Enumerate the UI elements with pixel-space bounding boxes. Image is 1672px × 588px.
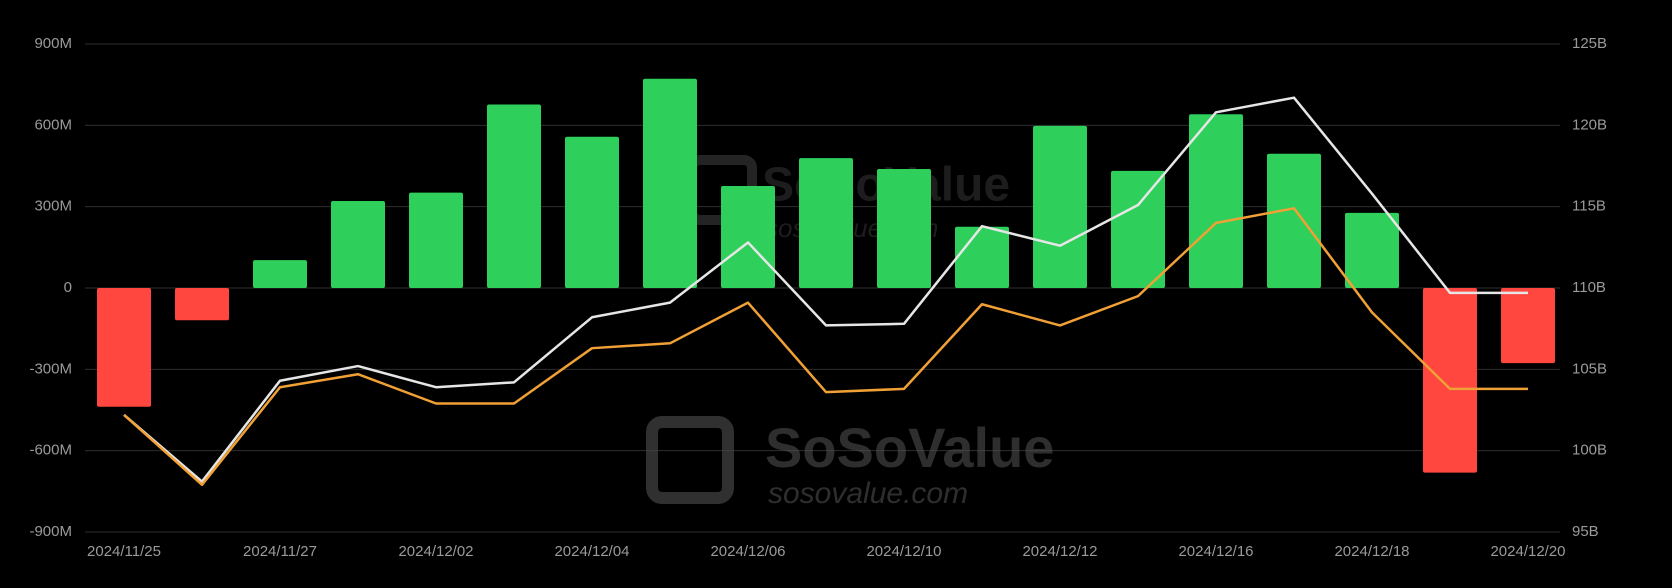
bar xyxy=(1033,125,1087,289)
x-tick-label: 2024/11/25 xyxy=(87,543,161,560)
x-tick-label: 2024/12/20 xyxy=(1490,543,1565,560)
y-tick-label: -900M xyxy=(29,523,72,540)
y2-tick-label: 120B xyxy=(1572,116,1607,133)
bar xyxy=(799,158,853,288)
y-tick-label: 300M xyxy=(34,198,72,215)
y2-tick-label: 125B xyxy=(1572,35,1607,52)
bar xyxy=(1267,153,1321,288)
y-tick-label: -300M xyxy=(29,360,72,377)
y2-tick-label: 100B xyxy=(1572,442,1607,459)
x-tick-label: 2024/12/06 xyxy=(710,543,785,560)
y2-tick-label: 95B xyxy=(1572,523,1599,540)
bar xyxy=(253,260,307,288)
x-tick-label: 2024/12/10 xyxy=(866,543,941,560)
line xyxy=(123,96,1528,483)
y2-tick-label: 105B xyxy=(1572,360,1607,377)
bar xyxy=(97,288,151,407)
x-tick-label: 2024/12/02 xyxy=(398,543,473,560)
watermark-text: SoSoValue xyxy=(765,416,1054,479)
line xyxy=(123,207,1528,487)
bar xyxy=(955,226,1009,288)
bar xyxy=(1189,114,1243,289)
x-tick-label: 2024/12/04 xyxy=(554,543,629,560)
x-tick-label: 2024/12/16 xyxy=(1178,543,1253,560)
bar xyxy=(487,104,541,288)
watermark: SoSoValue sosovalue.com SoSoValue sosova… xyxy=(646,155,1054,510)
bar xyxy=(1501,288,1555,364)
y-tick-label: -600M xyxy=(29,442,72,459)
bar xyxy=(1111,170,1165,288)
watermark-logo xyxy=(646,416,734,504)
bar xyxy=(565,136,619,288)
bar xyxy=(721,186,775,288)
x-tick-label: 2024/12/18 xyxy=(1334,543,1409,560)
bar xyxy=(643,78,697,288)
bar xyxy=(1423,288,1477,473)
bar xyxy=(409,192,463,288)
x-tick-label: 2024/11/27 xyxy=(243,543,317,560)
bar xyxy=(1345,212,1399,288)
y2-tick-label: 110B xyxy=(1572,279,1606,296)
bar xyxy=(877,168,931,288)
x-tick-label: 2024/12/12 xyxy=(1022,543,1097,560)
y-tick-label: 900M xyxy=(34,35,72,52)
watermark-text: sosovalue.com xyxy=(768,477,968,510)
y-tick-label: 0 xyxy=(64,279,72,296)
y-tick-label: 600M xyxy=(34,116,72,133)
bar xyxy=(331,200,385,288)
bar xyxy=(175,288,229,321)
y2-tick-label: 115B xyxy=(1572,198,1606,215)
